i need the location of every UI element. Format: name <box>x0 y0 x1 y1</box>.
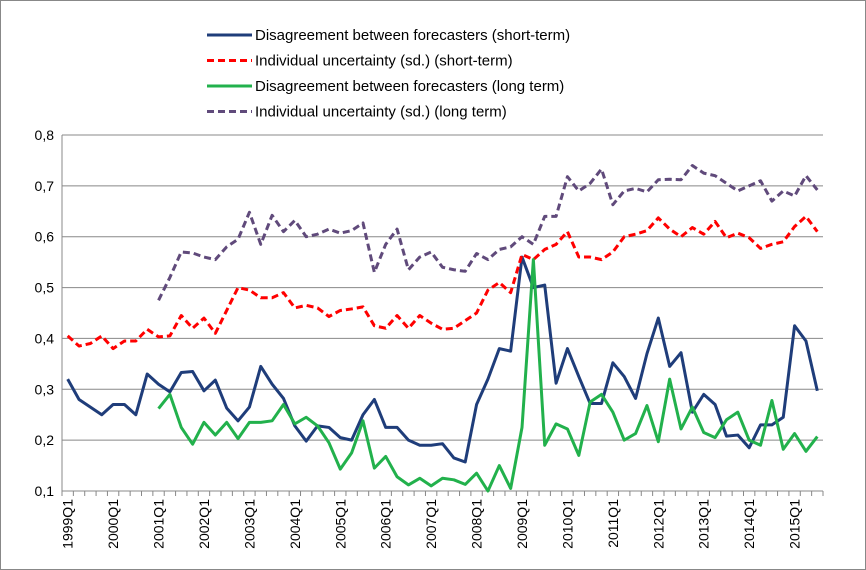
legend-label: Disagreement between forecasters (long t… <box>255 78 564 95</box>
x-tick-label: 2005Q1 <box>332 499 348 549</box>
series-line <box>157 258 819 493</box>
x-tick-label: 2011Q1 <box>605 499 621 548</box>
y-tick-label: 0,7 <box>35 178 55 194</box>
legend-label: Individual uncertainty (sd.) (long term) <box>255 104 507 121</box>
y-tick-label: 0,2 <box>35 432 55 448</box>
x-tick-label: 2002Q1 <box>196 499 212 549</box>
y-tick-label: 0,3 <box>35 381 55 397</box>
x-tick-label: 2008Q1 <box>469 499 485 549</box>
x-tick-label: 2003Q1 <box>241 499 257 549</box>
x-tick-label: 2001Q1 <box>151 499 167 549</box>
y-tick-label: 0,8 <box>35 127 55 143</box>
y-tick-label: 0,1 <box>35 483 55 499</box>
x-tick-label: 2015Q1 <box>787 499 803 549</box>
series-line <box>157 164 819 301</box>
legend-label: Individual uncertainty (sd.) (short-term… <box>255 53 513 70</box>
y-tick-label: 0,5 <box>35 280 55 296</box>
x-tick-label: 2013Q1 <box>696 499 712 549</box>
series-line <box>66 255 819 464</box>
x-tick-label: 2004Q1 <box>287 499 303 549</box>
x-tick-label: 2014Q1 <box>741 499 757 549</box>
x-tick-label: 2009Q1 <box>514 499 530 549</box>
y-tick-label: 0,6 <box>35 229 55 245</box>
x-tick-label: 2006Q1 <box>378 499 394 549</box>
x-tick-label: 2012Q1 <box>650 499 666 549</box>
x-tick-label: 2010Q1 <box>559 499 575 549</box>
y-tick-label: 0,4 <box>35 330 55 346</box>
series-line <box>66 214 819 351</box>
x-tick-label: 1999Q1 <box>60 499 76 549</box>
x-tick-label: 2007Q1 <box>423 499 439 549</box>
legend-label: Disagreement between forecasters (short-… <box>255 27 570 44</box>
x-tick-label: 2000Q1 <box>105 499 121 549</box>
